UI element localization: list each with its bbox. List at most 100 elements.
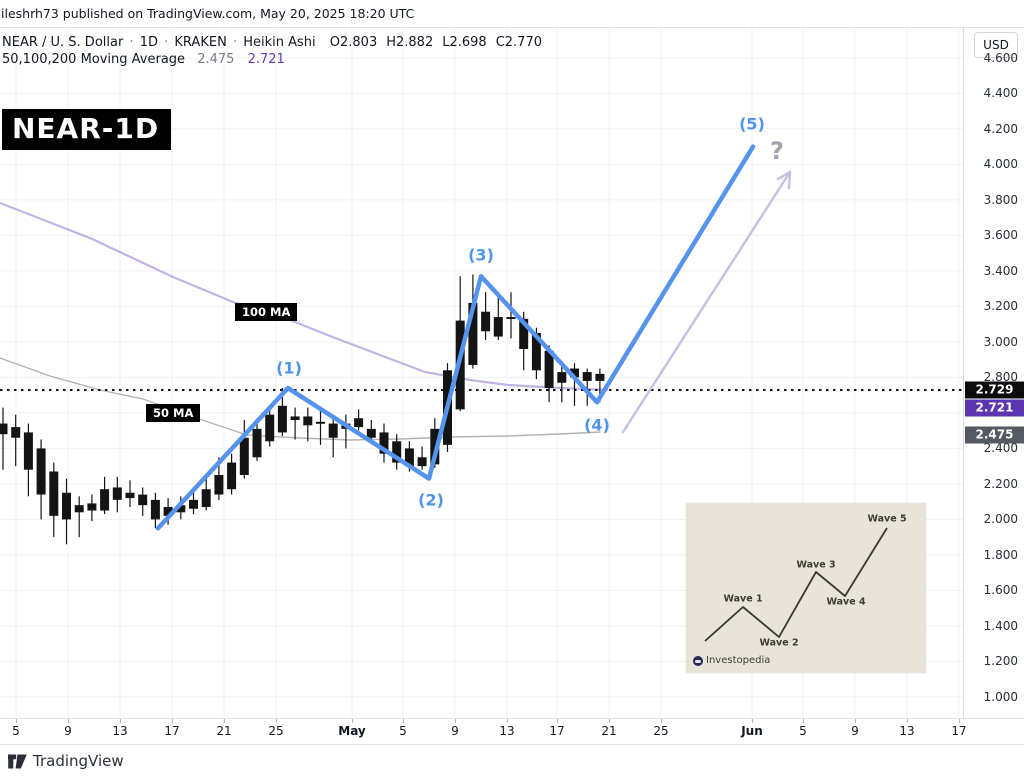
- elliott-wave-line: [155, 144, 756, 531]
- candle-body: [163, 506, 173, 516]
- candle-body: [214, 475, 224, 495]
- time-tick-label: 17: [164, 724, 180, 738]
- price-tick-label: 3.400: [983, 263, 1018, 278]
- time-tick-mark: [276, 719, 277, 723]
- time-tick-label: 9: [851, 724, 859, 738]
- price-tick-label: 2.000: [983, 512, 1018, 527]
- interval-label[interactable]: 1D: [139, 35, 158, 50]
- price-tick-label: 4.000: [983, 157, 1018, 172]
- price-tick-label: 3.000: [983, 334, 1018, 349]
- time-tick-label: Jun: [741, 724, 763, 738]
- time-tick-mark: [403, 719, 404, 723]
- exchange-label: KRAKEN: [174, 35, 227, 50]
- investopedia-logo-text: Investopedia: [706, 655, 771, 666]
- candle-body: [49, 471, 59, 516]
- inset-wave-label: Wave 4: [826, 596, 866, 608]
- chart-type-label: Heikin Ashi: [243, 35, 316, 50]
- separator-dot: ·: [125, 35, 138, 50]
- publish-bar: ileshrh73 published on TradingView.com, …: [0, 0, 1024, 28]
- ohlc-values: O2.803 H2.882 L2.698 C2.770: [330, 35, 551, 50]
- candle-body: [125, 492, 135, 499]
- separator-dot: ·: [160, 35, 173, 50]
- candle-body: [36, 448, 46, 495]
- ma-indicator-label[interactable]: 50,100,200 Moving Average: [2, 52, 186, 67]
- time-tick-mark: [507, 719, 508, 723]
- candle-body: [354, 418, 364, 428]
- price-tick-label: 4.400: [983, 86, 1018, 101]
- footer-bar: TradingView: [0, 745, 1024, 778]
- candle-body: [328, 423, 338, 438]
- elliott-wave-count-label: (2): [418, 490, 444, 510]
- publish-text: ileshrh73 published on TradingView.com, …: [1, 6, 415, 21]
- price-tick-label: 3.800: [983, 192, 1018, 207]
- price-tick-label: 2.200: [983, 476, 1018, 491]
- price-badge: 2.729: [965, 381, 1024, 399]
- elliott-wave-count-label: (5): [739, 114, 765, 134]
- low-value: L2.698: [442, 35, 487, 50]
- time-tick-mark: [455, 719, 456, 723]
- time-tick-label: 25: [268, 724, 284, 738]
- currency-toggle-button[interactable]: USD: [974, 32, 1018, 58]
- price-tick-label: 4.600: [983, 50, 1018, 65]
- candle-body: [23, 432, 33, 470]
- inset-wave-label: Wave 3: [796, 559, 836, 571]
- candle-body: [138, 494, 148, 506]
- separator-dot: ·: [228, 35, 242, 50]
- candle-body: [417, 457, 427, 467]
- candle-body: [265, 414, 275, 442]
- time-tick-mark: [172, 719, 173, 723]
- candle-body: [74, 505, 84, 513]
- candle-body: [316, 421, 325, 424]
- open-value: O2.803: [329, 35, 378, 50]
- inset-wave-label: Wave 2: [759, 637, 799, 649]
- price-badge: 2.475: [965, 426, 1024, 444]
- candle-body: [227, 462, 237, 490]
- tradingview-logo-text: TradingView: [33, 752, 124, 770]
- projection-arrowhead: [776, 170, 792, 190]
- candle-body: [150, 499, 160, 520]
- candle-body: [531, 333, 541, 371]
- price-tick-label: 3.200: [983, 299, 1018, 314]
- price-tick-label: 2.800: [983, 370, 1018, 385]
- time-tick-label: 17: [951, 724, 967, 738]
- price-axis[interactable]: USD 4.600 4.400 4.200 4.000 3.800 3.600 3.400 3…: [963, 28, 1024, 718]
- tradingview-logo[interactable]: TradingView: [8, 752, 124, 770]
- candle-body: [100, 489, 110, 511]
- candle-body: [430, 428, 440, 465]
- time-tick-label: 13: [899, 724, 915, 738]
- time-axis[interactable]: 5 9 13 17 21 25 May 5 9 13 17 21 25 Jun 5 9 13 17: [0, 718, 1024, 745]
- candle-body: [506, 317, 516, 320]
- inset-wave-label: Wave 1: [723, 593, 763, 605]
- price-tick-label: 1.200: [983, 654, 1018, 669]
- time-tick-mark: [752, 719, 753, 723]
- time-tick-label: 17: [549, 724, 565, 738]
- price-badge: 2.721: [965, 399, 1024, 417]
- time-tick-label: 25: [653, 724, 669, 738]
- candle-body: [201, 489, 211, 507]
- candle-body: [404, 448, 414, 467]
- close-value: C2.770: [495, 35, 542, 50]
- candle-body: [595, 373, 605, 381]
- inset-wave-label: Wave 5: [867, 513, 907, 525]
- candle-body: [176, 505, 186, 513]
- time-tick-mark: [661, 719, 662, 723]
- time-tick-label: May: [338, 724, 366, 738]
- time-tick-label: 5: [399, 724, 407, 738]
- investopedia-logo-icon: [693, 655, 703, 666]
- investopedia-logo: Investopedia: [693, 655, 770, 666]
- investopedia-inset: Wave 1 Wave 2 Wave 3 Wave 4 Wave 5 Investope…: [686, 503, 926, 673]
- candle-body: [0, 423, 8, 435]
- ma-line-tag: 50 MA: [146, 404, 201, 422]
- price-tick-label: 4.200: [983, 121, 1018, 136]
- time-tick-mark: [907, 719, 908, 723]
- time-tick-label: 9: [451, 724, 459, 738]
- candle-body: [557, 372, 567, 383]
- time-tick-mark: [224, 719, 225, 723]
- time-tick-mark: [855, 719, 856, 723]
- candle-body: [303, 416, 313, 426]
- chart-title-badge: NEAR-1D: [2, 109, 172, 150]
- candle-body: [392, 441, 402, 463]
- time-tick-label: 9: [64, 724, 72, 738]
- candle-body: [582, 372, 592, 381]
- symbol-name[interactable]: NEAR / U. S. Dollar: [2, 35, 124, 50]
